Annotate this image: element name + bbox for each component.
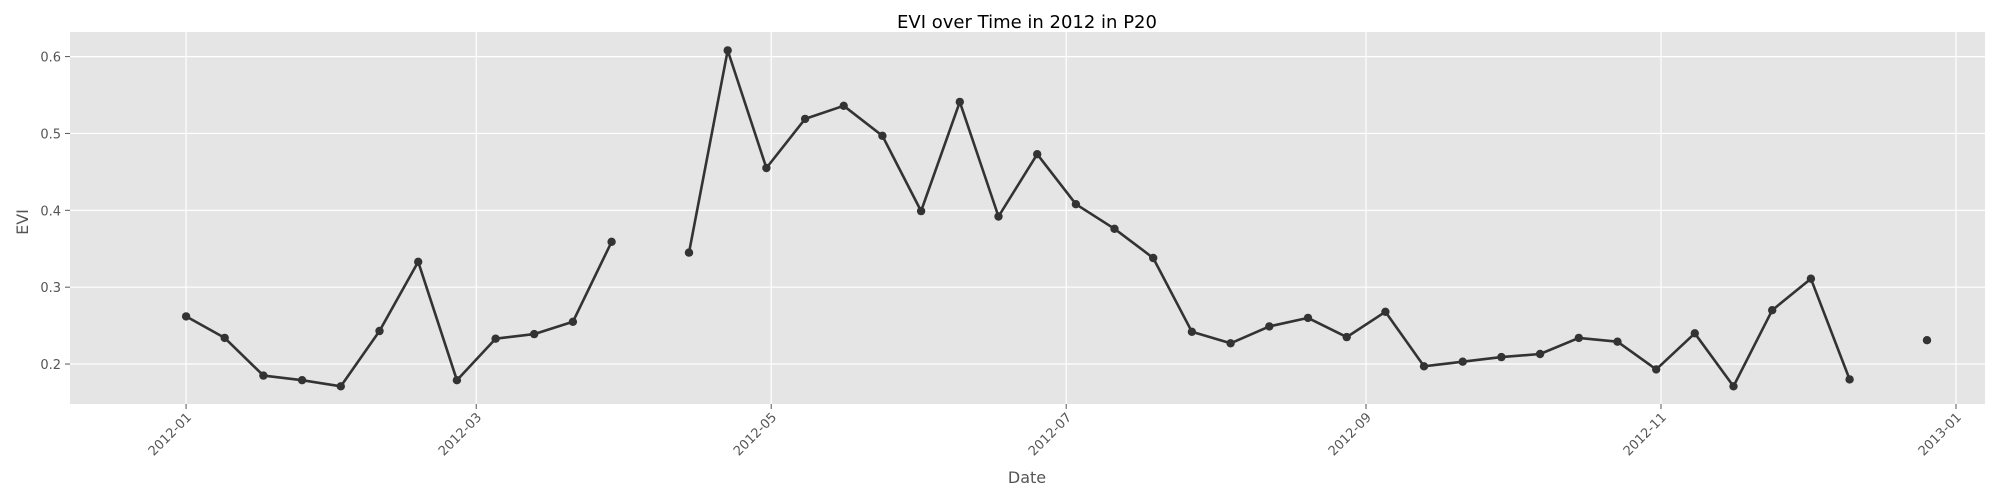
x-tick-label: 2012-09	[1326, 410, 1375, 459]
data-point	[916, 206, 926, 216]
data-point	[1845, 375, 1854, 384]
data-point	[723, 46, 732, 55]
data-point	[1342, 332, 1351, 342]
data-point	[1419, 362, 1429, 371]
chart-title: EVI over Time in 2012 in P20	[897, 12, 1157, 33]
data-point	[1574, 333, 1584, 343]
data-point	[839, 101, 848, 111]
data-point	[994, 212, 1003, 221]
data-point	[1806, 274, 1816, 283]
data-point	[1226, 339, 1235, 348]
y-tick-label: 0.6	[40, 51, 61, 66]
y-tick-label: 0.3	[40, 281, 61, 296]
data-point	[1458, 357, 1467, 366]
x-axis-label: Date	[1008, 468, 1046, 487]
data-point	[607, 237, 616, 246]
data-point	[1768, 306, 1777, 315]
data-point	[375, 326, 384, 336]
data-point	[1613, 337, 1622, 346]
data-point	[530, 329, 539, 339]
data-point	[414, 257, 423, 266]
data-point	[1690, 329, 1700, 338]
data-point	[1381, 307, 1390, 316]
data-point	[1071, 200, 1081, 209]
data-point	[259, 371, 268, 380]
series-layer	[181, 46, 1932, 391]
data-point	[1652, 365, 1661, 374]
data-point	[1187, 327, 1197, 336]
data-point	[181, 312, 191, 321]
x-tick-label: 2012-05	[731, 410, 780, 459]
x-tick-label: 2013-01	[1916, 410, 1965, 459]
y-tick-label: 0.5	[40, 127, 61, 142]
x-tick-label: 2012-07	[1026, 410, 1075, 459]
x-tick-label: 2012-03	[436, 410, 485, 459]
data-point	[220, 333, 229, 343]
data-point	[1149, 253, 1158, 263]
data-point	[452, 376, 462, 385]
data-point	[336, 382, 345, 391]
data-point	[878, 131, 887, 140]
series-line-segment	[184, 240, 613, 388]
data-point	[684, 248, 694, 257]
x-tick-label: 2012-01	[146, 410, 195, 459]
data-point	[762, 163, 771, 173]
data-point	[1033, 150, 1042, 159]
data-point	[1110, 224, 1119, 233]
data-point	[568, 317, 578, 326]
data-point	[1303, 313, 1313, 323]
data-point	[1729, 382, 1738, 391]
plot-background	[70, 32, 1985, 404]
grid-lines	[70, 32, 1985, 404]
data-point	[491, 334, 500, 343]
data-point	[1535, 349, 1545, 359]
x-tick-label: 2012-11	[1621, 410, 1670, 459]
data-point	[1922, 336, 1932, 345]
data-point	[1497, 352, 1506, 362]
data-point	[955, 97, 964, 107]
y-axis-label: EVI	[13, 209, 32, 235]
data-point	[297, 376, 307, 385]
y-tick-label: 0.4	[40, 204, 61, 219]
data-point	[1265, 322, 1274, 331]
data-point	[800, 114, 810, 124]
y-tick-label: 0.2	[40, 358, 61, 373]
